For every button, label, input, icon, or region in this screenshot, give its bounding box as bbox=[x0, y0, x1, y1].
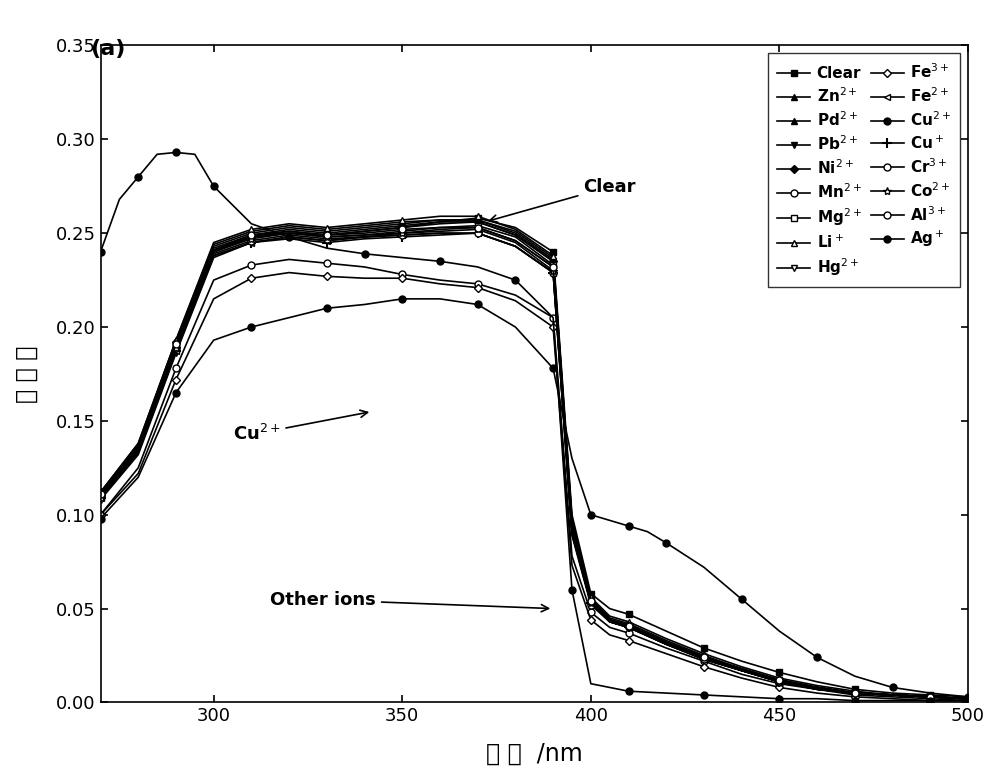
Text: Other ions: Other ions bbox=[270, 591, 548, 612]
X-axis label: 波 长  /nm: 波 长 /nm bbox=[486, 742, 583, 766]
Text: Cu$^{2+}$: Cu$^{2+}$ bbox=[233, 410, 368, 444]
Text: Clear: Clear bbox=[490, 178, 636, 222]
Legend: Clear, Zn$^{2+}$, Pd$^{2+}$, Pb$^{2+}$, Ni$^{2+}$, Mn$^{2+}$, Mg$^{2+}$, Li$^+$,: Clear, Zn$^{2+}$, Pd$^{2+}$, Pb$^{2+}$, … bbox=[768, 53, 960, 287]
Text: (a): (a) bbox=[90, 39, 125, 59]
Y-axis label: 吸 光 度: 吸 光 度 bbox=[15, 345, 39, 403]
